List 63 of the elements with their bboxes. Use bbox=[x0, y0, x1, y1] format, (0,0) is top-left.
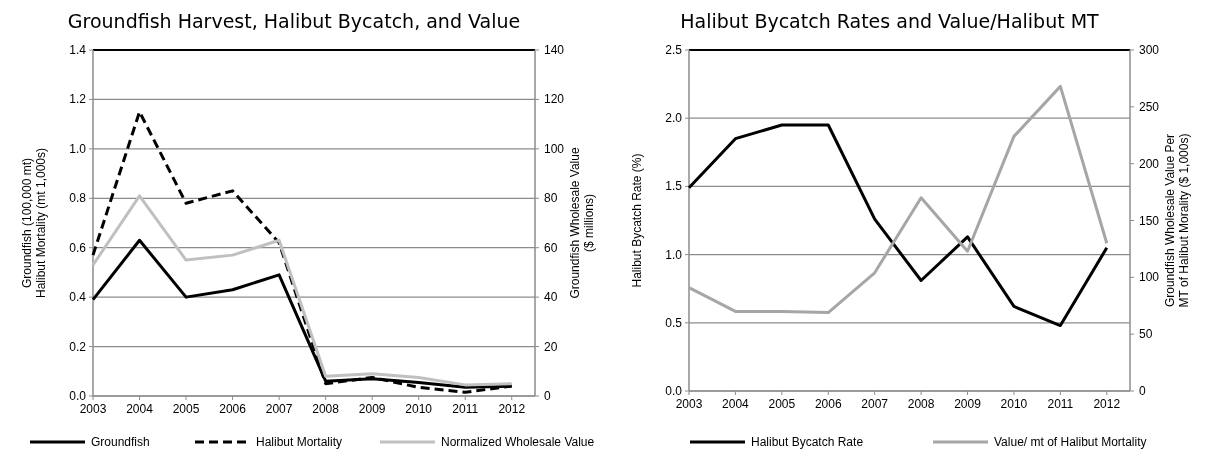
y2-tick-label: 20 bbox=[544, 339, 558, 354]
x-tick-label: 2007 bbox=[265, 402, 293, 416]
x-tick-label: 2006 bbox=[814, 397, 842, 411]
x-tick-label: 2004 bbox=[126, 402, 154, 416]
x-tick-label: 2003 bbox=[79, 402, 107, 416]
x-tick-label: 2010 bbox=[1000, 397, 1028, 411]
x-tick-label: 2009 bbox=[954, 397, 982, 411]
x-tick-label: 2009 bbox=[358, 402, 386, 416]
y-axis-title: Halibut Bycatch Rate (%) bbox=[630, 153, 644, 288]
legend-label: Normalized Wholesale Value bbox=[441, 435, 595, 449]
x-tick-label: 2008 bbox=[907, 397, 935, 411]
x-tick-label: 2010 bbox=[405, 402, 433, 416]
x-tick-label: 2008 bbox=[312, 402, 340, 416]
line-series bbox=[91, 194, 514, 387]
y2-tick-label: 80 bbox=[544, 191, 558, 206]
y-tick-label: 2.5 bbox=[665, 43, 683, 57]
chart-title: Groundfish Harvest, Halibut Bycatch, and Value bbox=[67, 10, 521, 32]
x-tick-label: 2011 bbox=[452, 402, 479, 416]
y2-axis-title: Groundfish Wholesale Value Per MT of Halibut Morality ($ 1,000s) bbox=[1163, 133, 1191, 308]
x-tick-label: 2012 bbox=[1093, 397, 1121, 411]
line-series bbox=[687, 123, 1109, 328]
y2-tick-label: 100 bbox=[1139, 270, 1160, 285]
y-tick-label: 1.0 bbox=[69, 141, 87, 156]
y-tick-label: 1.2 bbox=[69, 92, 87, 107]
y-tick-label: 0.0 bbox=[69, 389, 87, 403]
y2-axis-title: Groundfish Wholesale Value ($ millions) bbox=[568, 147, 596, 299]
line-series bbox=[687, 84, 1109, 315]
y2-tick-label: 120 bbox=[544, 92, 565, 107]
y2-tick-label: 300 bbox=[1139, 43, 1160, 57]
x-tick-label: 2005 bbox=[768, 397, 796, 411]
y2-tick-label: 140 bbox=[544, 43, 565, 57]
x-tick-label: 2005 bbox=[172, 402, 200, 416]
y-tick-label: 0.6 bbox=[69, 240, 87, 255]
y-tick-label: 0.8 bbox=[69, 191, 87, 206]
legend-label: Groundfish bbox=[91, 435, 150, 449]
y-tick-label: 1.5 bbox=[665, 179, 683, 194]
y2-tick-label: 40 bbox=[544, 290, 558, 305]
y2-tick-label: 60 bbox=[544, 240, 558, 255]
y-tick-label: 0.0 bbox=[665, 384, 683, 398]
y2-tick-label: 100 bbox=[544, 141, 565, 156]
y2-tick-label: 0 bbox=[1139, 384, 1146, 398]
x-tick-label: 2007 bbox=[861, 397, 889, 411]
y2-tick-label: 0 bbox=[544, 389, 551, 403]
y-tick-label: 0.2 bbox=[69, 339, 87, 354]
y-tick-label: 1.0 bbox=[665, 247, 683, 262]
y-tick-label: 0.5 bbox=[665, 315, 683, 330]
y2-tick-label: 150 bbox=[1139, 213, 1160, 228]
x-tick-label: 2003 bbox=[675, 397, 703, 411]
y-tick-label: 2.0 bbox=[665, 111, 683, 126]
y-tick-label: 0.4 bbox=[69, 290, 87, 305]
y-tick-label: 1.4 bbox=[69, 43, 87, 57]
chart-title: Halibut Bycatch Rates and Value/Halibut MT bbox=[680, 10, 1100, 32]
legend-label: Value/ mt of Halibut Mortality bbox=[994, 435, 1147, 449]
x-tick-label: 2004 bbox=[722, 397, 750, 411]
y2-tick-label: 200 bbox=[1139, 156, 1160, 171]
y-axis-title: Groundfish (100,000 mt) Halibut Mortality (mt 1,000s) bbox=[20, 147, 48, 299]
x-tick-label: 2012 bbox=[498, 402, 526, 416]
legend-label: Halibut Mortality bbox=[256, 435, 343, 449]
legend-label: Halibut Bycatch Rate bbox=[751, 435, 864, 449]
y2-tick-label: 250 bbox=[1139, 99, 1160, 114]
x-tick-label: 2006 bbox=[219, 402, 247, 416]
y2-tick-label: 50 bbox=[1139, 327, 1153, 342]
x-tick-label: 2011 bbox=[1047, 397, 1074, 411]
